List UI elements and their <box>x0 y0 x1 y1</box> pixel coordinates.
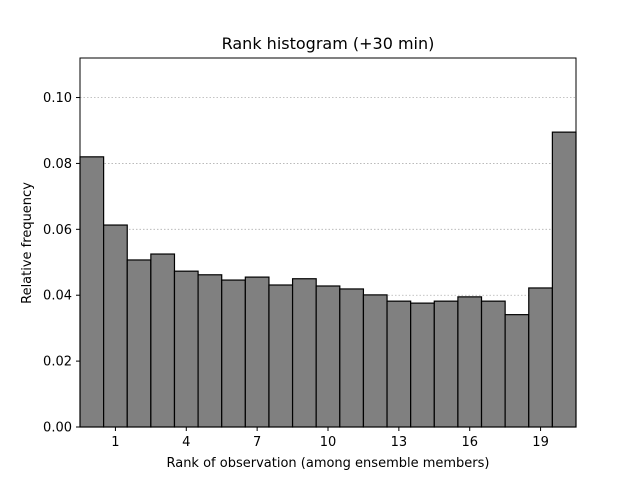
chart-title: Rank histogram (+30 min) <box>222 34 435 53</box>
x-tick-label: 19 <box>532 435 549 450</box>
bar <box>197 274 223 428</box>
bar <box>362 294 388 428</box>
y-axis-label: Relative frequency <box>20 182 35 304</box>
y-tick-label: 0.10 <box>43 91 72 106</box>
x-tick-label: 16 <box>461 435 478 450</box>
y-tick-label: 0.04 <box>43 289 72 304</box>
bar <box>150 253 176 428</box>
bar <box>173 270 199 428</box>
bar <box>551 131 577 428</box>
bar <box>386 300 412 428</box>
bar <box>410 302 435 428</box>
x-axis-ticks: 1 4 7 10 13 16 19 <box>111 427 549 450</box>
bar <box>268 284 294 428</box>
bar <box>528 287 553 428</box>
x-tick-label: 10 <box>320 435 337 450</box>
bar <box>504 314 530 428</box>
x-tick-label: 7 <box>253 435 261 450</box>
bar <box>221 279 246 428</box>
bars <box>79 131 577 428</box>
y-tick-label: 0.00 <box>43 421 72 436</box>
bar <box>433 300 459 428</box>
bar <box>315 285 341 428</box>
bar <box>244 276 270 428</box>
bar <box>480 300 506 428</box>
bar <box>291 278 317 428</box>
bar <box>339 288 365 428</box>
y-tick-label: 0.06 <box>43 223 72 238</box>
x-tick-label: 13 <box>391 435 408 450</box>
bar <box>126 259 152 428</box>
y-tick-label: 0.08 <box>43 157 72 172</box>
bar <box>103 224 128 428</box>
x-tick-label: 1 <box>111 435 119 450</box>
x-axis-label: Rank of observation (among ensemble memb… <box>166 456 489 471</box>
y-axis-ticks: 0.00 0.02 0.04 0.06 0.08 0.10 <box>43 91 80 436</box>
bar <box>79 156 105 428</box>
x-tick-label: 4 <box>182 435 190 450</box>
bar <box>457 296 483 428</box>
y-tick-label: 0.02 <box>43 355 72 370</box>
